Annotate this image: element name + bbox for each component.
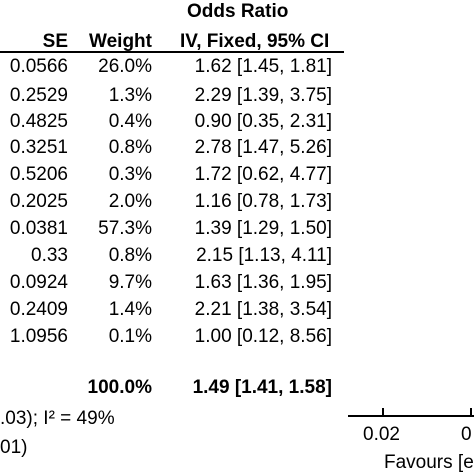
weight-cell: 2.0% xyxy=(108,191,152,212)
axis-tick xyxy=(382,408,384,417)
odds-ratio-cell: 1.62 [1.45, 1.81] xyxy=(194,56,332,77)
axis-tick-label: 0 xyxy=(461,424,472,445)
odds-ratio-cell: 1.16 [0.78, 1.73] xyxy=(194,191,332,212)
axis-tick xyxy=(470,408,472,417)
weight-cell: 0.4% xyxy=(108,111,152,132)
favours-label: Favours [e xyxy=(384,452,474,473)
weight-cell: 9.7% xyxy=(108,272,152,293)
se-cell: 0.4825 xyxy=(9,111,68,132)
se-cell: 0.2529 xyxy=(9,85,68,106)
weight-column-header: Weight xyxy=(89,31,152,52)
odds-ratio-cell: 2.29 [1.39, 3.75] xyxy=(194,85,332,106)
se-cell: 0.2025 xyxy=(9,191,68,212)
weight-cell: 26.0% xyxy=(98,56,152,77)
odds-ratio-cell: 2.78 [1.47, 5.26] xyxy=(194,137,332,158)
axis-tick-label: 0.02 xyxy=(363,424,400,445)
odds-ratio-cell: 2.15 [1.13, 4.11] xyxy=(196,245,332,266)
se-cell: 0.0924 xyxy=(9,272,68,293)
weight-cell: 1.4% xyxy=(108,299,152,320)
se-column-header: SE xyxy=(42,31,68,52)
weight-cell: 1.3% xyxy=(108,85,152,106)
odds-ratio-cell: 1.72 [0.62, 4.77] xyxy=(194,164,332,185)
axis-line xyxy=(348,415,474,417)
odds-ratio-cell: 2.21 [1.38, 3.54] xyxy=(194,299,332,320)
se-cell: 0.0381 xyxy=(9,218,68,239)
weight-cell: 0.3% xyxy=(108,164,152,185)
method-column-header: IV, Fixed, 95% CI xyxy=(180,31,330,52)
header-divider xyxy=(0,51,344,53)
total-odds-ratio: 1.49 [1.41, 1.58] xyxy=(192,377,332,398)
se-cell: 0.5206 xyxy=(9,164,68,185)
se-cell: 0.2409 xyxy=(9,299,68,320)
se-cell: 0.3251 xyxy=(9,137,68,158)
odds-ratio-cell: 1.39 [1.29, 1.50] xyxy=(194,218,332,239)
weight-cell: 0.8% xyxy=(108,137,152,158)
odds-ratio-cell: 1.00 [0.12, 8.56] xyxy=(194,326,332,347)
total-weight: 100.0% xyxy=(87,377,152,398)
weight-cell: 0.1% xyxy=(108,326,152,347)
odds-ratio-cell: 0.90 [0.35, 2.31] xyxy=(194,111,332,132)
se-cell: 1.0956 xyxy=(9,326,68,347)
weight-cell: 57.3% xyxy=(98,218,152,239)
overall-effect-text: 01) xyxy=(0,437,28,458)
se-cell: 0.33 xyxy=(31,245,68,266)
odds-ratio-group-title: Odds Ratio xyxy=(187,1,289,22)
se-cell: 0.0566 xyxy=(9,56,68,77)
heterogeneity-text: .03); I² = 49% xyxy=(0,408,115,429)
weight-cell: 0.8% xyxy=(108,245,152,266)
odds-ratio-cell: 1.63 [1.36, 1.95] xyxy=(194,272,332,293)
